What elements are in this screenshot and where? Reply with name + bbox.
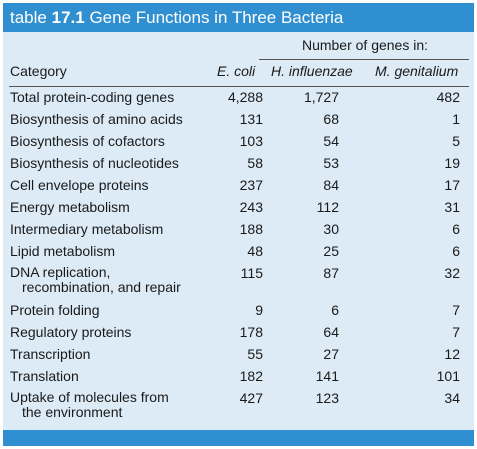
cell-mgenitalium: 6 bbox=[452, 221, 460, 237]
row-category-line: Total protein-coding genes bbox=[10, 89, 175, 105]
cell-ecoli: 237 bbox=[239, 177, 263, 193]
cell-mgenitalium: 32 bbox=[444, 265, 460, 281]
cell-mgenitalium: 482 bbox=[436, 89, 460, 105]
cell-ecoli: 58 bbox=[247, 155, 263, 171]
row-category: Protein folding bbox=[10, 302, 100, 318]
cell-ecoli: 103 bbox=[239, 133, 263, 149]
cell-hinfluenzae: 1,727 bbox=[303, 89, 339, 105]
cell-ecoli: 427 bbox=[239, 390, 263, 406]
row-category: Biosynthesis of nucleotides bbox=[10, 155, 179, 171]
cell-ecoli: 115 bbox=[240, 265, 263, 281]
cell-mgenitalium: 7 bbox=[452, 324, 460, 340]
row-category-line: Intermediary metabolism bbox=[10, 221, 164, 237]
row-category-line: Cell envelope proteins bbox=[10, 177, 149, 193]
cell-hinfluenzae: 84 bbox=[323, 177, 339, 193]
row-category-line: Biosynthesis of cofactors bbox=[10, 133, 165, 149]
cell-hinfluenzae: 141 bbox=[315, 368, 339, 384]
row-category: Translation bbox=[10, 368, 79, 384]
title-text: Gene Functions in Three Bacteria bbox=[89, 8, 344, 27]
header-rule bbox=[9, 86, 469, 87]
cell-mgenitalium: 12 bbox=[444, 346, 460, 362]
cell-mgenitalium: 17 bbox=[444, 177, 460, 193]
cell-ecoli: 243 bbox=[239, 199, 263, 215]
row-category-line: DNA replication, bbox=[10, 264, 111, 280]
cell-mgenitalium: 7 bbox=[452, 302, 460, 318]
cell-mgenitalium: 101 bbox=[436, 368, 460, 384]
cell-ecoli: 131 bbox=[239, 111, 263, 127]
cell-hinfluenzae: 64 bbox=[323, 324, 339, 340]
cell-hinfluenzae: 25 bbox=[323, 243, 339, 259]
column-header-hinfluenzae: H. influenzae bbox=[271, 63, 353, 79]
cell-hinfluenzae: 87 bbox=[323, 265, 339, 281]
row-category-continuation: the environment bbox=[22, 404, 123, 420]
title-prefix: table bbox=[10, 8, 47, 27]
cell-mgenitalium: 5 bbox=[452, 133, 460, 149]
row-category-line: Regulatory proteins bbox=[10, 324, 132, 340]
cell-hinfluenzae: 30 bbox=[323, 221, 339, 237]
row-category: Biosynthesis of amino acids bbox=[10, 111, 183, 127]
row-category-line: Energy metabolism bbox=[10, 199, 130, 215]
table-title-bar: table 17.1 Gene Functions in Three Bacte… bbox=[3, 3, 474, 32]
cell-hinfluenzae: 112 bbox=[316, 199, 339, 215]
row-category: Energy metabolism bbox=[10, 199, 130, 215]
row-category-line: Translation bbox=[10, 368, 79, 384]
row-category: Cell envelope proteins bbox=[10, 177, 149, 193]
cell-mgenitalium: 34 bbox=[444, 390, 460, 406]
row-category: Biosynthesis of cofactors bbox=[10, 133, 165, 149]
super-header: Number of genes in: bbox=[301, 37, 429, 53]
row-category-line: Biosynthesis of nucleotides bbox=[10, 155, 179, 171]
row-category-line: Protein folding bbox=[10, 302, 100, 318]
row-category-line: Biosynthesis of amino acids bbox=[10, 111, 183, 127]
row-category: Transcription bbox=[10, 346, 90, 362]
cell-ecoli: 178 bbox=[239, 324, 263, 340]
cell-hinfluenzae: 123 bbox=[315, 390, 339, 406]
cell-ecoli: 182 bbox=[239, 368, 263, 384]
row-category: Intermediary metabolism bbox=[10, 221, 163, 237]
cell-mgenitalium: 31 bbox=[444, 199, 460, 215]
cell-ecoli: 9 bbox=[255, 302, 263, 318]
row-category-line: Lipid metabolism bbox=[10, 243, 116, 259]
cell-hinfluenzae: 6 bbox=[331, 302, 339, 318]
cell-ecoli: 4,288 bbox=[227, 89, 263, 105]
row-category: DNA replication, recombination, and repai… bbox=[10, 265, 181, 295]
row-category-continuation: recombination, and repair bbox=[22, 279, 181, 295]
cell-mgenitalium: 1 bbox=[452, 111, 460, 127]
table-bottom-bar bbox=[3, 430, 474, 446]
column-header-ecoli: E. coli bbox=[217, 63, 256, 79]
cell-hinfluenzae: 27 bbox=[323, 346, 339, 362]
cell-hinfluenzae: 53 bbox=[323, 155, 339, 171]
cell-mgenitalium: 6 bbox=[452, 243, 460, 259]
column-header-category: Category bbox=[10, 63, 67, 79]
row-category: Uptake of molecules from the environment bbox=[10, 390, 169, 420]
cell-hinfluenzae: 54 bbox=[323, 133, 339, 149]
cell-ecoli: 55 bbox=[247, 346, 263, 362]
row-category: Regulatory proteins bbox=[10, 324, 131, 340]
row-category-line: Transcription bbox=[10, 346, 91, 362]
cell-ecoli: 188 bbox=[239, 221, 263, 237]
cell-mgenitalium: 19 bbox=[444, 155, 460, 171]
row-category-line: Uptake of molecules from bbox=[10, 389, 169, 405]
cell-hinfluenzae: 68 bbox=[323, 111, 339, 127]
row-category: Total protein-coding genes bbox=[10, 89, 174, 105]
column-header-mgenitalium: M. genitalium bbox=[375, 63, 459, 79]
title-number: 17.1 bbox=[51, 8, 85, 27]
cell-ecoli: 48 bbox=[247, 243, 263, 259]
super-header-rule bbox=[259, 59, 469, 60]
table-frame: table 17.1 Gene Functions in Three Bacte… bbox=[3, 3, 474, 446]
row-category: Lipid metabolism bbox=[10, 243, 115, 259]
